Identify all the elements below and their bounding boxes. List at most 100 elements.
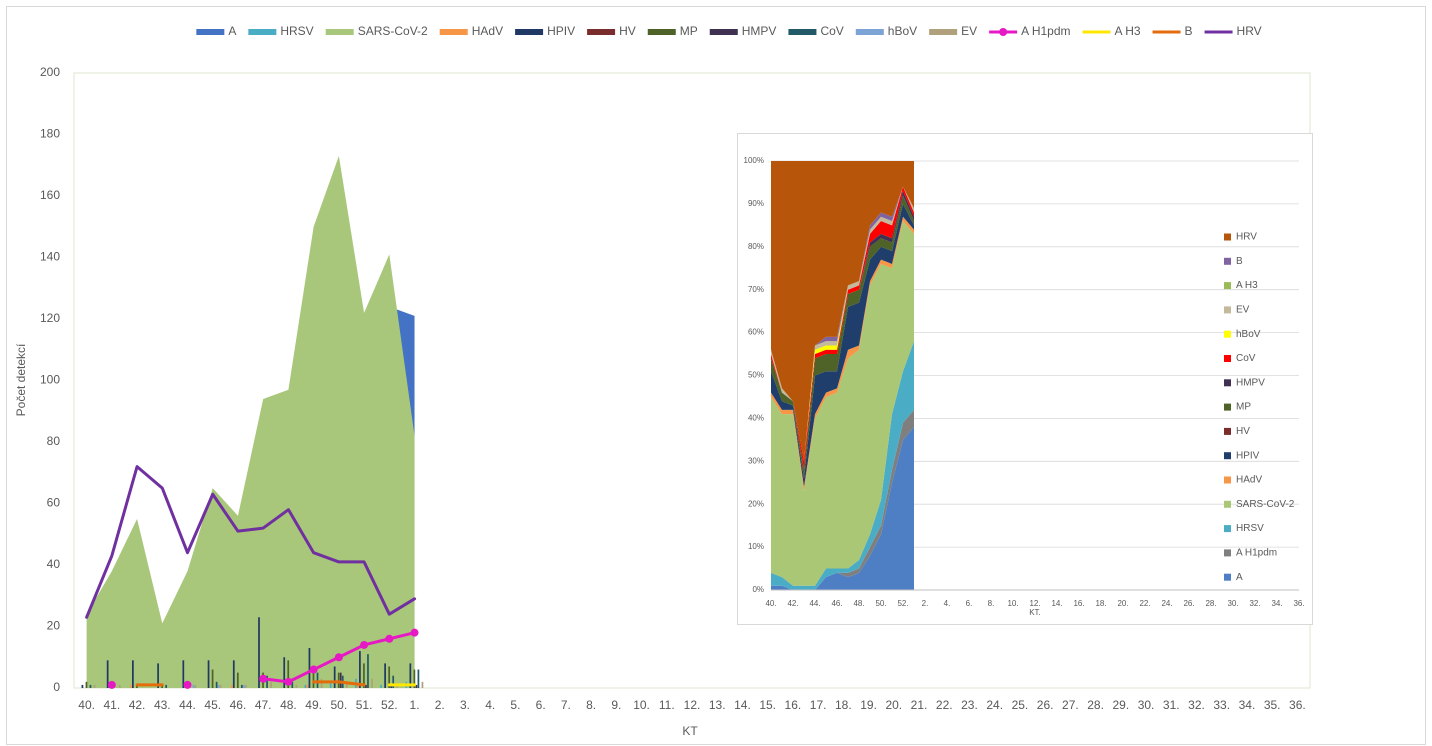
line-marker [259,674,268,683]
bar [232,660,235,688]
bar [380,684,382,688]
x-tick-label: 6. [536,698,546,712]
y-tick-label: 140 [40,250,60,264]
stacked-area [771,161,914,462]
bar [295,684,298,688]
inset-y-tick-label: 100% [744,156,764,165]
legend-label: B [1185,24,1193,38]
inset-legend-label: HMPV [1236,377,1265,388]
y-tick-label: 180 [40,127,60,141]
x-tick-label: 32. [1188,698,1205,712]
inset-legend-label: B [1236,256,1243,267]
x-tick-label: 46. [230,698,247,712]
bar [359,651,361,688]
inset-x-tick-label: 8. [988,599,995,608]
x-tick-label: 8. [586,698,596,712]
inset-legend-swatch [1224,330,1231,338]
inset-legend-label: A [1236,572,1243,583]
bar [243,684,245,688]
legend-swatch [196,29,225,35]
inset-x-tick-label: 10. [1007,599,1018,608]
legend-label: MP [680,24,698,38]
x-axis-label: KT [682,724,698,738]
bar [316,672,319,688]
inset-legend-swatch [1224,282,1231,290]
bar [81,684,84,688]
inset-legend-swatch [1224,549,1231,557]
inset-y-tick-label: 10% [748,542,764,551]
inset-x-tick-label: 6. [966,599,973,608]
inset-x-tick-label: 30. [1227,599,1238,608]
inset-y-tick-label: 30% [748,456,764,465]
inset-y-tick-label: 40% [748,414,764,423]
legend-label: HPIV [547,24,575,38]
x-tick-label: 14. [734,698,751,712]
bar [258,617,260,688]
inset-legend-label: A H3 [1236,280,1258,291]
area [86,156,415,688]
bar [287,660,290,688]
legend-swatch [929,29,958,35]
bar [312,672,315,688]
legend-swatch [325,29,354,35]
bar [384,663,386,688]
inset-x-tick-label: 44. [809,599,820,608]
x-tick-label: 33. [1213,698,1230,712]
line-marker [309,665,318,674]
x-tick-label: 21. [911,698,928,712]
inset-legend-swatch [1224,427,1231,435]
x-tick-label: 25. [1012,698,1029,712]
stacked-area [771,341,914,590]
x-tick-label: 27. [1062,698,1079,712]
bar [89,684,92,688]
y-axis-label: Počet detekcí [14,343,28,416]
bar [291,681,294,688]
bar [415,684,418,688]
legend-label: EV [961,24,977,38]
legend-label: hBoV [888,24,917,38]
y-tick-label: 60 [47,496,61,510]
inset-x-tick-label: 18. [1095,599,1106,608]
bar [194,684,197,688]
bar [93,684,96,688]
x-tick-label: 17. [810,698,827,712]
y-tick-label: 100 [40,373,60,387]
bar [320,678,323,688]
bar [390,684,393,688]
bar [339,672,342,688]
x-tick-label: 22. [936,698,953,712]
bar [157,663,159,688]
x-tick-label: 26. [1037,698,1054,712]
x-tick-label: 3. [460,698,470,712]
bar [365,684,367,688]
inset-legend-label: SARS-CoV-2 [1236,499,1295,510]
inset-x-tick-label: 48. [853,599,864,608]
x-tick-label: 19. [860,698,877,712]
x-tick-label: 13. [709,698,726,712]
line-marker [410,628,419,637]
inset-legend-swatch [1224,452,1231,460]
bar [345,681,348,688]
inset-legend-label: HRSV [1236,523,1264,534]
inset-legend-label: EV [1236,305,1250,316]
inset-x-tick-label: 14. [1051,599,1062,608]
inset-x-tick-label: 50. [875,599,886,608]
bar [270,681,272,688]
bar [266,675,268,688]
x-tick-label: 5. [510,698,520,712]
inset-x-tick-label: 16. [1073,599,1084,608]
x-tick-label: 50. [331,698,348,712]
bar [308,648,311,688]
bar [118,684,121,688]
inset-x-tick-label: 20. [1117,599,1128,608]
x-tick-label: 44. [179,698,196,712]
x-tick-label: 23. [961,698,978,712]
bar [337,672,340,688]
bar [192,684,195,688]
x-tick-label: 45. [204,698,221,712]
x-tick-label: 40. [78,698,95,712]
inset-legend-swatch [1224,573,1231,581]
x-tick-label: 20. [885,698,902,712]
legend-label: A [228,24,236,38]
stacked-area [771,195,914,479]
